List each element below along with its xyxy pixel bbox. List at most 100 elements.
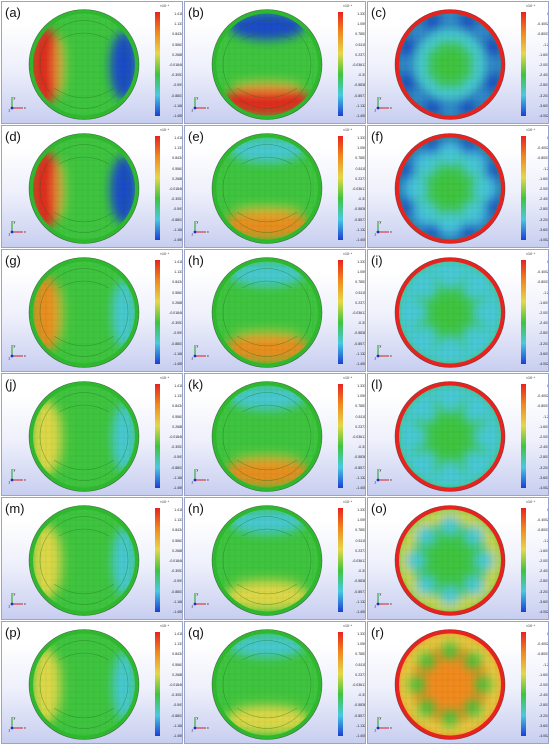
deformation-disk [28, 381, 140, 492]
axis-label-z: z [375, 481, 377, 485]
axis-label-y: y [14, 592, 16, 596]
colorbar-tick-label: -0.01846 [169, 63, 183, 67]
colorbar-tick-label: -3.601 [539, 103, 549, 108]
axis-label-z: z [192, 605, 194, 609]
axes-triad-icon: y x z [9, 716, 27, 732]
deformation-disk [211, 257, 323, 368]
colorbar-tick-label: -3.601 [539, 723, 549, 728]
colorbar-tick-label: 1.333 [357, 136, 366, 140]
panel-label: (h) [188, 253, 204, 268]
colorbar-tick-label: 0.2377 [355, 176, 366, 181]
colorbar-ticks: 1.333 1.059 0.7853 0.5115 0.2377 -0.03617 -0.3… [345, 8, 366, 118]
colorbar-tick-label: -0.593 [173, 455, 183, 460]
colorbar-tick-label: 1.131 [174, 270, 183, 275]
axis-label-y: y [380, 344, 382, 348]
panel-label: (i) [371, 253, 383, 268]
axis-label-y: y [380, 468, 382, 472]
colorbar [521, 136, 526, 240]
colorbar [155, 632, 160, 736]
colorbar-tick-label: -0.5838 [354, 331, 366, 336]
colorbar-tick-label: 0.7853 [355, 528, 366, 533]
colorbar-tick-label: -0.5838 [354, 207, 366, 212]
colorbar-ticks: 1.418 1.131 0.8434 0.5561 0.2688 -0.01846 -0.3… [162, 504, 183, 614]
axes-triad-icon: y x z [9, 468, 27, 484]
colorbar [155, 384, 160, 488]
axis-label-x: x [24, 602, 26, 606]
deformation-disk [28, 505, 140, 616]
contour-panel: (m) ×10⁻⁶ 1.418 1.131 0.8434 0.5561 0.2688 -0.0… [1, 497, 183, 620]
colorbar-tick-label: -1.601 [539, 548, 549, 553]
colorbar-tick-label: -2.001 [539, 63, 549, 67]
colorbar-ticks: 1.418 1.131 0.8434 0.5561 0.2688 -0.01846 -0.3… [162, 628, 183, 738]
colorbar-tick-label: 0.2688 [172, 672, 183, 677]
axes-triad-icon: y x z [375, 592, 393, 608]
colorbar-tick-label: -1.455 [173, 114, 183, 118]
axis-label-z: z [192, 109, 194, 113]
colorbar-tick-label: -0.03617 [352, 683, 366, 687]
colorbar-tick-label: -0.31 [358, 569, 366, 574]
panel-label: (b) [188, 5, 204, 20]
deformation-disk [211, 381, 323, 492]
colorbar-ticks: 0 -0.4002 -0.8003 -1.2 -1.601 -2.001 -2.401 -2.… [528, 504, 549, 614]
colorbar-exponent: ×10⁻⁶ [526, 128, 536, 132]
deformation-disk [394, 629, 506, 740]
contour-panel: (f) ×10⁻⁶ 0 -0.4002 -0.8003 -1.2 -1.601 -2.001 -… [367, 125, 549, 248]
colorbar-tick-label: -1.168 [173, 599, 183, 604]
panel-label: (e) [188, 129, 204, 144]
axis-label-z: z [375, 729, 377, 733]
colorbar-tick-label: -2.801 [539, 703, 549, 708]
axis-label-y: y [197, 96, 199, 100]
colorbar-exponent: ×10⁻⁶ [160, 624, 170, 628]
axis-label-x: x [24, 478, 26, 482]
colorbar-tick-label: -2.001 [539, 435, 549, 439]
axis-label-z: z [375, 233, 377, 237]
colorbar-tick-label: -1.132 [356, 599, 366, 604]
colorbar-tick-label: -0.4002 [537, 518, 549, 523]
colorbar [155, 12, 160, 116]
colorbar-tick-label: -4.002 [539, 238, 549, 242]
colorbar-tick-label: 0.5561 [172, 166, 183, 171]
colorbar-tick-label: -1.168 [173, 723, 183, 728]
colorbar-tick-label: -3.601 [539, 351, 549, 356]
colorbar-tick-label: 0 [547, 136, 549, 140]
axis-label-z: z [375, 357, 377, 361]
panel-label: (f) [371, 129, 384, 144]
colorbar [338, 508, 343, 612]
colorbar-tick-label: -3.201 [539, 93, 549, 98]
colorbar-tick-label: 1.418 [174, 632, 183, 636]
colorbar-tick-label: -4.002 [539, 610, 549, 614]
contour-panel: (l) ×10⁻⁶ 0 -0.4002 -0.8003 -1.2 -1.601 -2.001 -… [367, 373, 549, 496]
colorbar-tick-label: 1.059 [357, 642, 366, 647]
colorbar-ticks: 1.418 1.131 0.8434 0.5561 0.2688 -0.01846 -0.3… [162, 380, 183, 490]
colorbar-exponent: ×10⁻⁶ [526, 252, 536, 256]
colorbar-tick-label: -0.593 [173, 207, 183, 212]
deformation-disk [28, 9, 140, 120]
colorbar-tick-label: 0.5561 [172, 290, 183, 295]
axis-label-x: x [207, 602, 209, 606]
colorbar-tick-label: -0.4002 [537, 146, 549, 151]
colorbar-tick-label: 0 [547, 12, 549, 16]
axes-triad-icon: y x z [9, 592, 27, 608]
colorbar-tick-label: -0.31 [358, 197, 366, 202]
colorbar-tick-label: -0.01846 [169, 435, 183, 439]
axes-triad-icon: y x z [375, 220, 393, 237]
panel-label: (c) [371, 5, 387, 20]
deformation-disk [211, 505, 323, 616]
colorbar-tick-label: 0.5115 [355, 42, 366, 47]
colorbar-tick-label: -1.168 [173, 103, 183, 108]
colorbar-tick-label: -0.4002 [537, 270, 549, 275]
colorbar-tick-label: 0.2377 [355, 300, 366, 305]
colorbar-tick-label: -0.8803 [171, 341, 183, 346]
colorbar-tick-label: -2.401 [539, 321, 549, 326]
colorbar-exponent: ×10⁻⁶ [526, 376, 536, 380]
colorbar-tick-label: -0.03617 [352, 559, 366, 563]
colorbar-tick-label: 0 [547, 260, 549, 264]
colorbar-tick-label: -0.8003 [537, 652, 549, 657]
axis-label-z: z [9, 109, 11, 113]
deformation-disk [211, 629, 323, 740]
colorbar-ticks: 1.333 1.059 0.7853 0.5115 0.2377 -0.03617 -0.3… [345, 256, 366, 366]
colorbar-tick-label: 0.2377 [355, 672, 366, 677]
colorbar-tick-label: -3.601 [539, 475, 549, 480]
colorbar [155, 136, 160, 240]
